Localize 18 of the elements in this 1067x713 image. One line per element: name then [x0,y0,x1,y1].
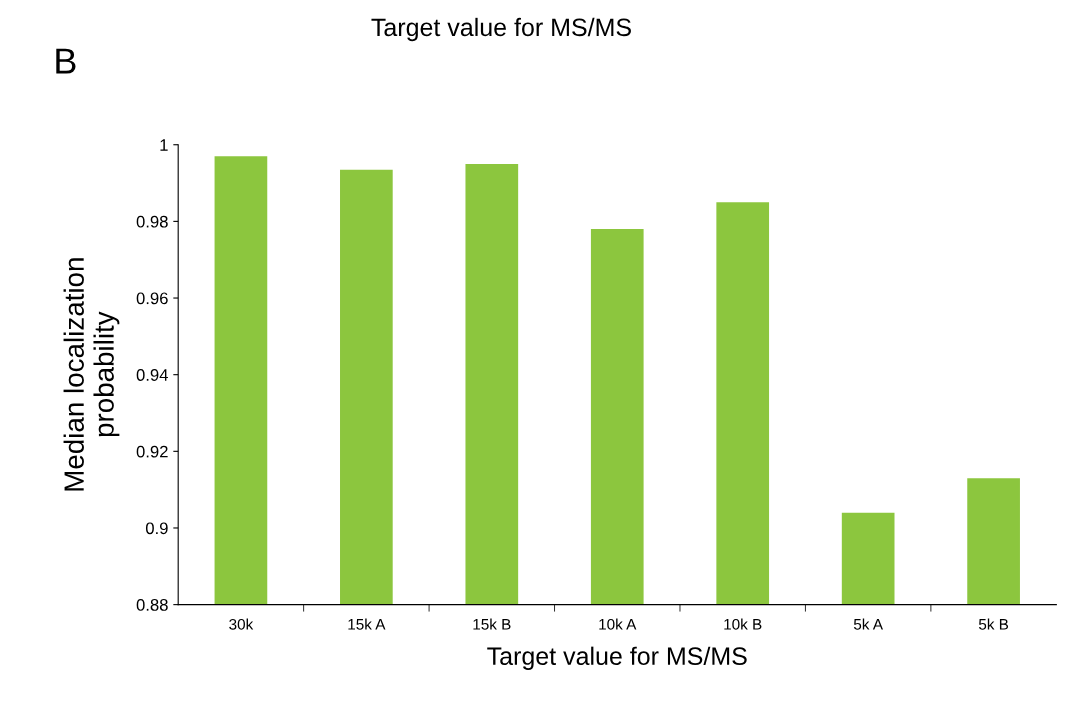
x-tick-label: 30k [229,618,254,630]
x-tick-label: 15k A [348,618,386,630]
y-tick-label: 1 [160,139,168,151]
x-tick-label: 5k A [853,618,883,630]
y-axis-title: Median localization probability [63,258,120,491]
x-tick-label: 15k B [473,618,511,630]
y-tick-label: 0.88 [136,599,168,611]
text: Target value for MS/MS [371,17,631,42]
y-tick-label: 0.98 [136,215,168,228]
text: B [56,48,76,74]
x-tick-label: 5k B [978,618,1009,630]
x-tick-label: 10k B [724,618,762,630]
x-tick-label: 10k A [599,618,637,630]
y-tick-label: 0.92 [136,445,168,458]
x-axis-title: Target value for MS/MS [487,646,747,670]
y-tick-label: 0.9 [145,522,168,535]
y-tick-label: 0.96 [136,292,168,305]
y-tick-label: 0.94 [136,369,168,381]
